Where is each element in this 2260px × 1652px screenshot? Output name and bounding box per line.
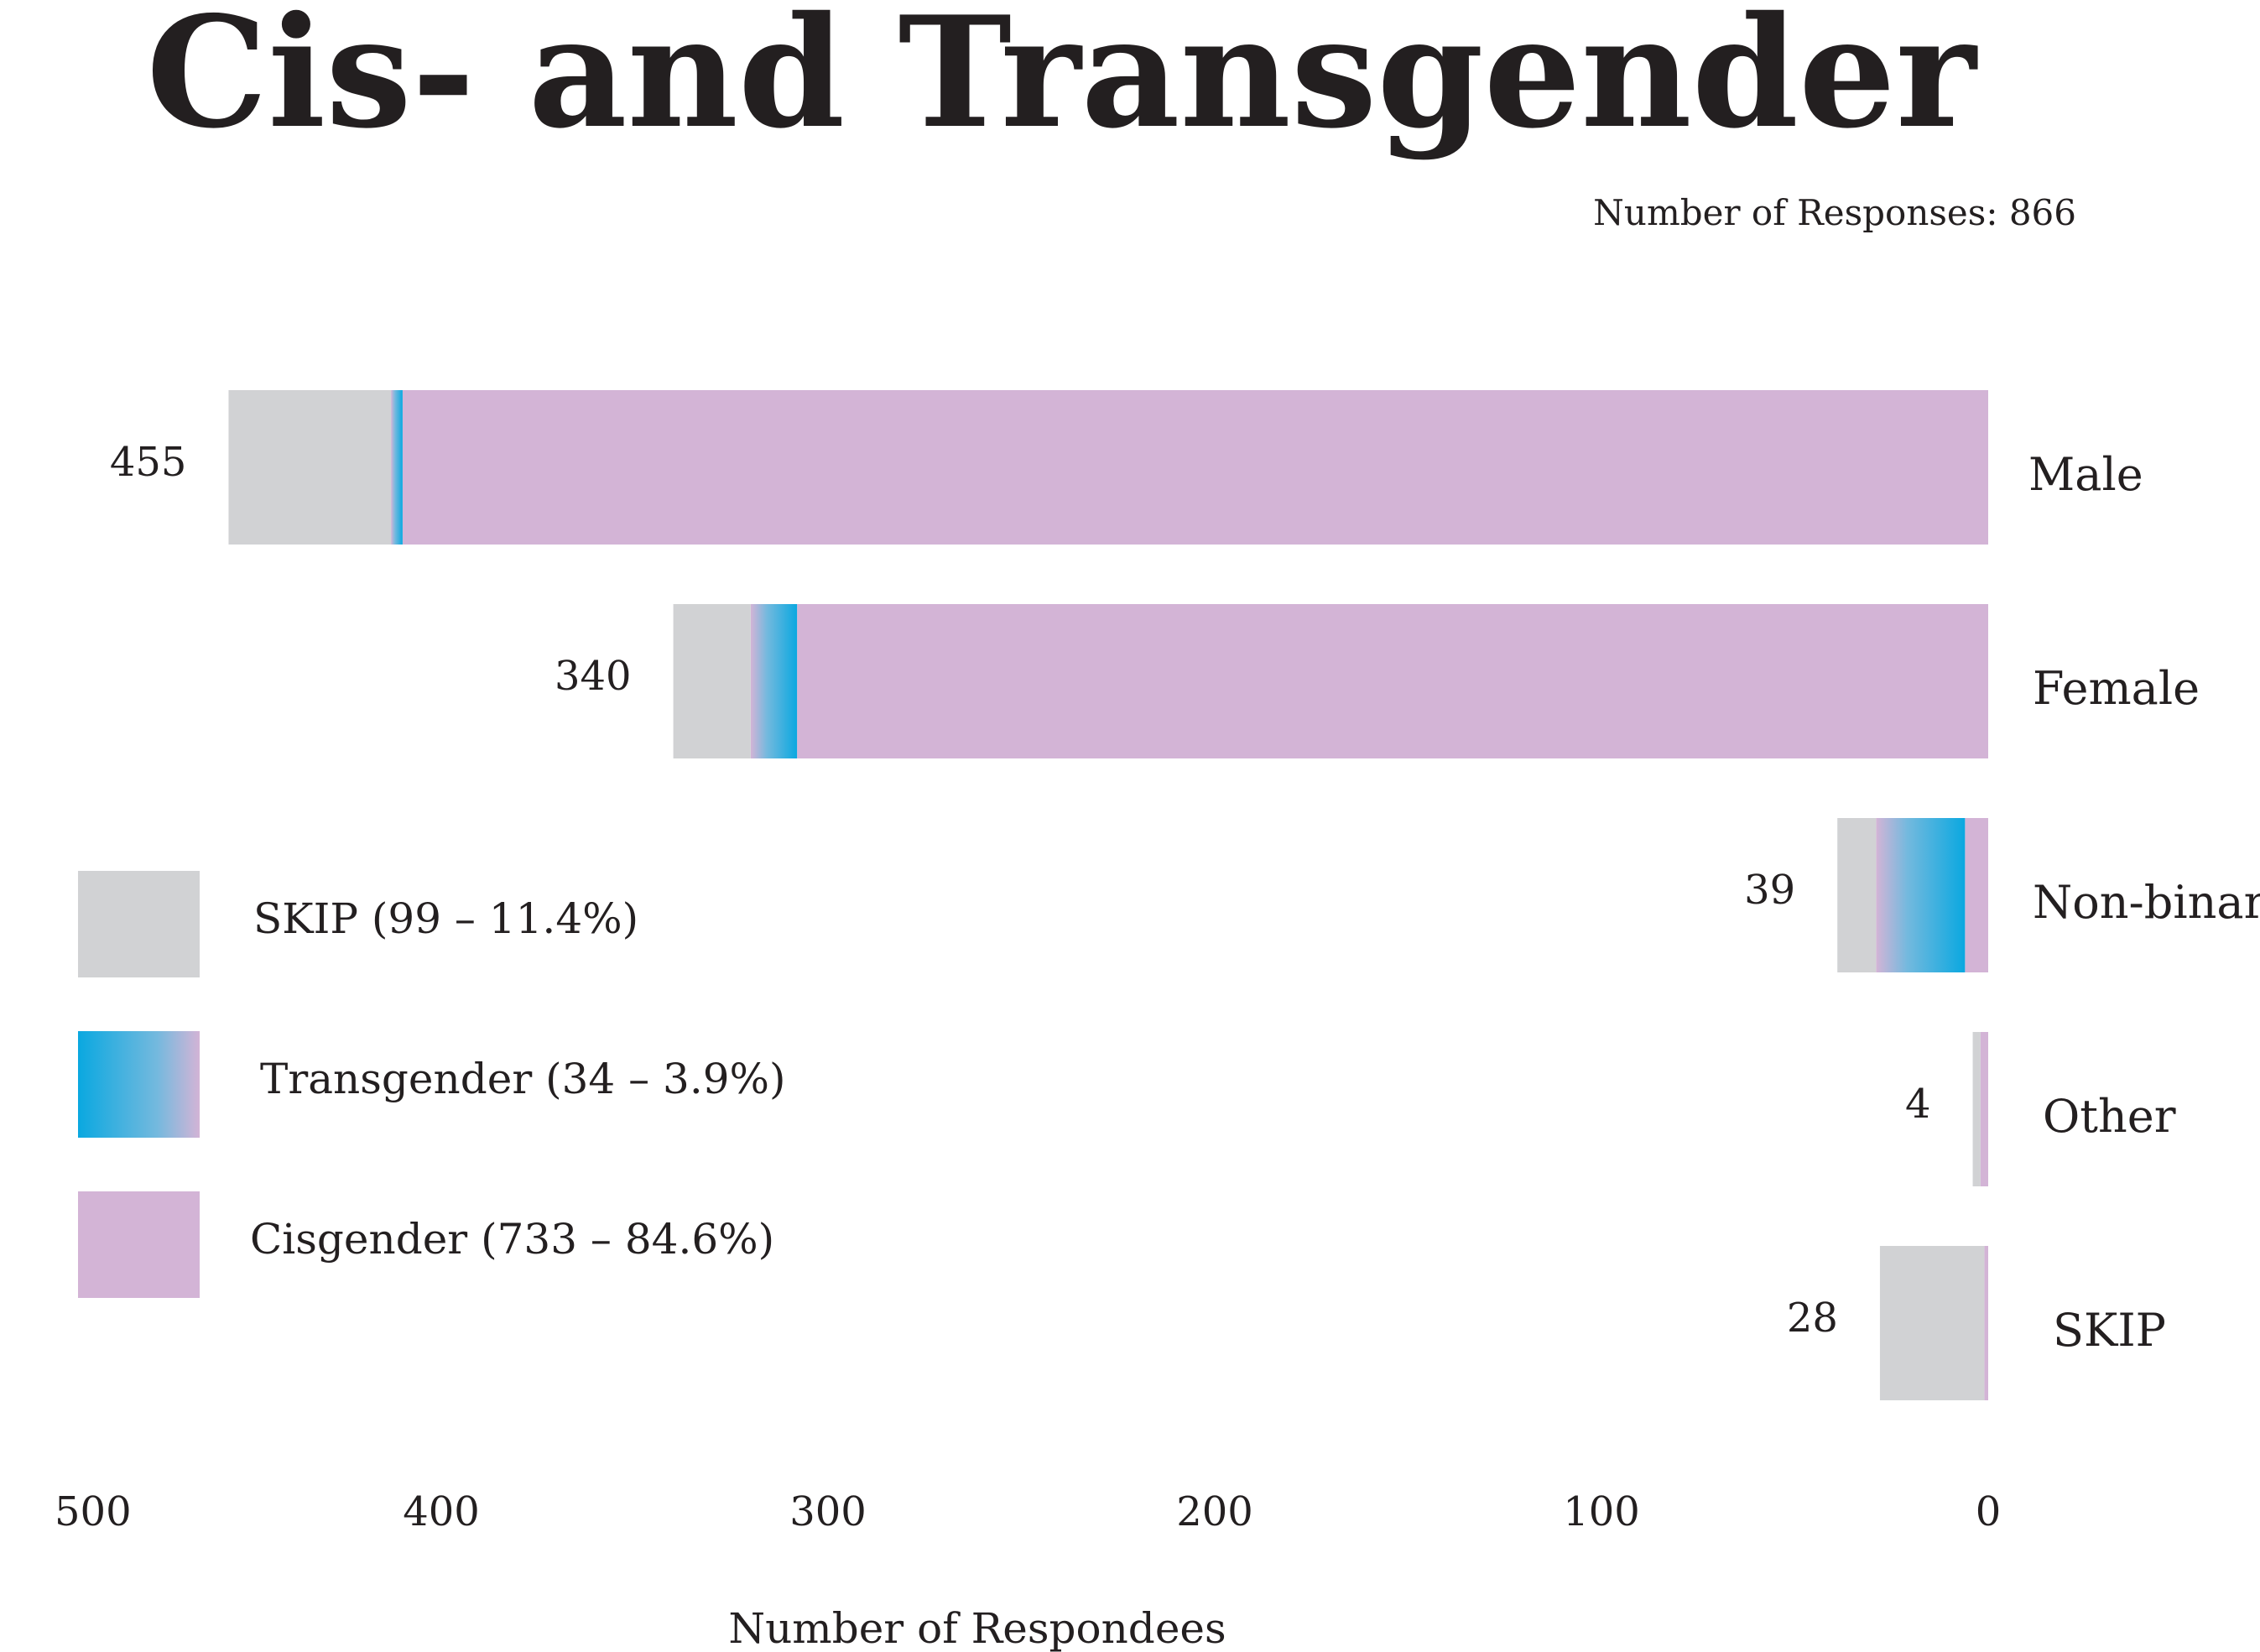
bar-non-binary-cisgender [1965,818,1988,972]
bar-female-skip [673,604,751,758]
bar-total-other: 4 [1905,1081,1931,1128]
x-tick-200: 200 [1176,1488,1253,1535]
category-label-other: Other [2043,1090,2176,1143]
legend-swatch-skip [78,871,200,977]
legend-label-skip: SKIP (99 – 11.4%) [253,894,638,943]
category-label-female: Female [2033,662,2200,715]
chart-subtitle: Number of Responses: 866 [1593,192,2076,233]
bar-non-binary-skip [1837,818,1877,972]
category-label-non-binary: Non-binary [2033,876,2260,929]
bar-total-male: 455 [110,439,187,486]
x-tick-300: 300 [789,1488,867,1535]
x-tick-500: 500 [55,1488,132,1535]
bar-skip-cisgender [1984,1246,1988,1400]
bars [228,390,1988,1400]
bar-male-skip [228,390,392,545]
bar-total-skip: 28 [1787,1295,1838,1342]
bar-total-non-binary: 39 [1744,867,1795,914]
chart-title: Cis- and Transgender [146,0,1977,162]
bar-female-transgender [750,604,798,758]
bar-value-labels: 455 340 39 4 28 [110,439,1931,1342]
bar-total-female: 340 [555,653,632,700]
category-label-male: Male [2028,448,2143,501]
legend-label-transgender: Transgender (34 – 3.9%) [260,1055,786,1103]
bar-female-cisgender [797,604,1988,758]
bar-non-binary-transgender [1876,818,1966,972]
bar-male-transgender [391,390,403,545]
x-axis-ticks: 500 400 300 200 100 0 [55,1488,2001,1535]
x-tick-100: 100 [1563,1488,1640,1535]
bar-other-cisgender [1980,1032,1988,1186]
legend-label-cisgender: Cisgender (733 – 84.6%) [250,1215,774,1264]
x-axis-label: Number of Respondees [728,1604,1226,1652]
bar-other-skip [1972,1032,1981,1186]
x-tick-0: 0 [1976,1488,2002,1535]
category-labels: Male Female Non-binary Other SKIP [2028,448,2260,1357]
legend-swatch-transgender [78,1031,200,1138]
x-tick-400: 400 [403,1488,480,1535]
category-label-skip: SKIP [2053,1304,2166,1357]
legend: SKIP (99 – 11.4%) Transgender (34 – 3.9%… [78,871,786,1298]
bar-male-cisgender [402,390,1988,545]
bar-skip-skip [1879,1246,1985,1400]
legend-swatch-cisgender [78,1191,200,1298]
